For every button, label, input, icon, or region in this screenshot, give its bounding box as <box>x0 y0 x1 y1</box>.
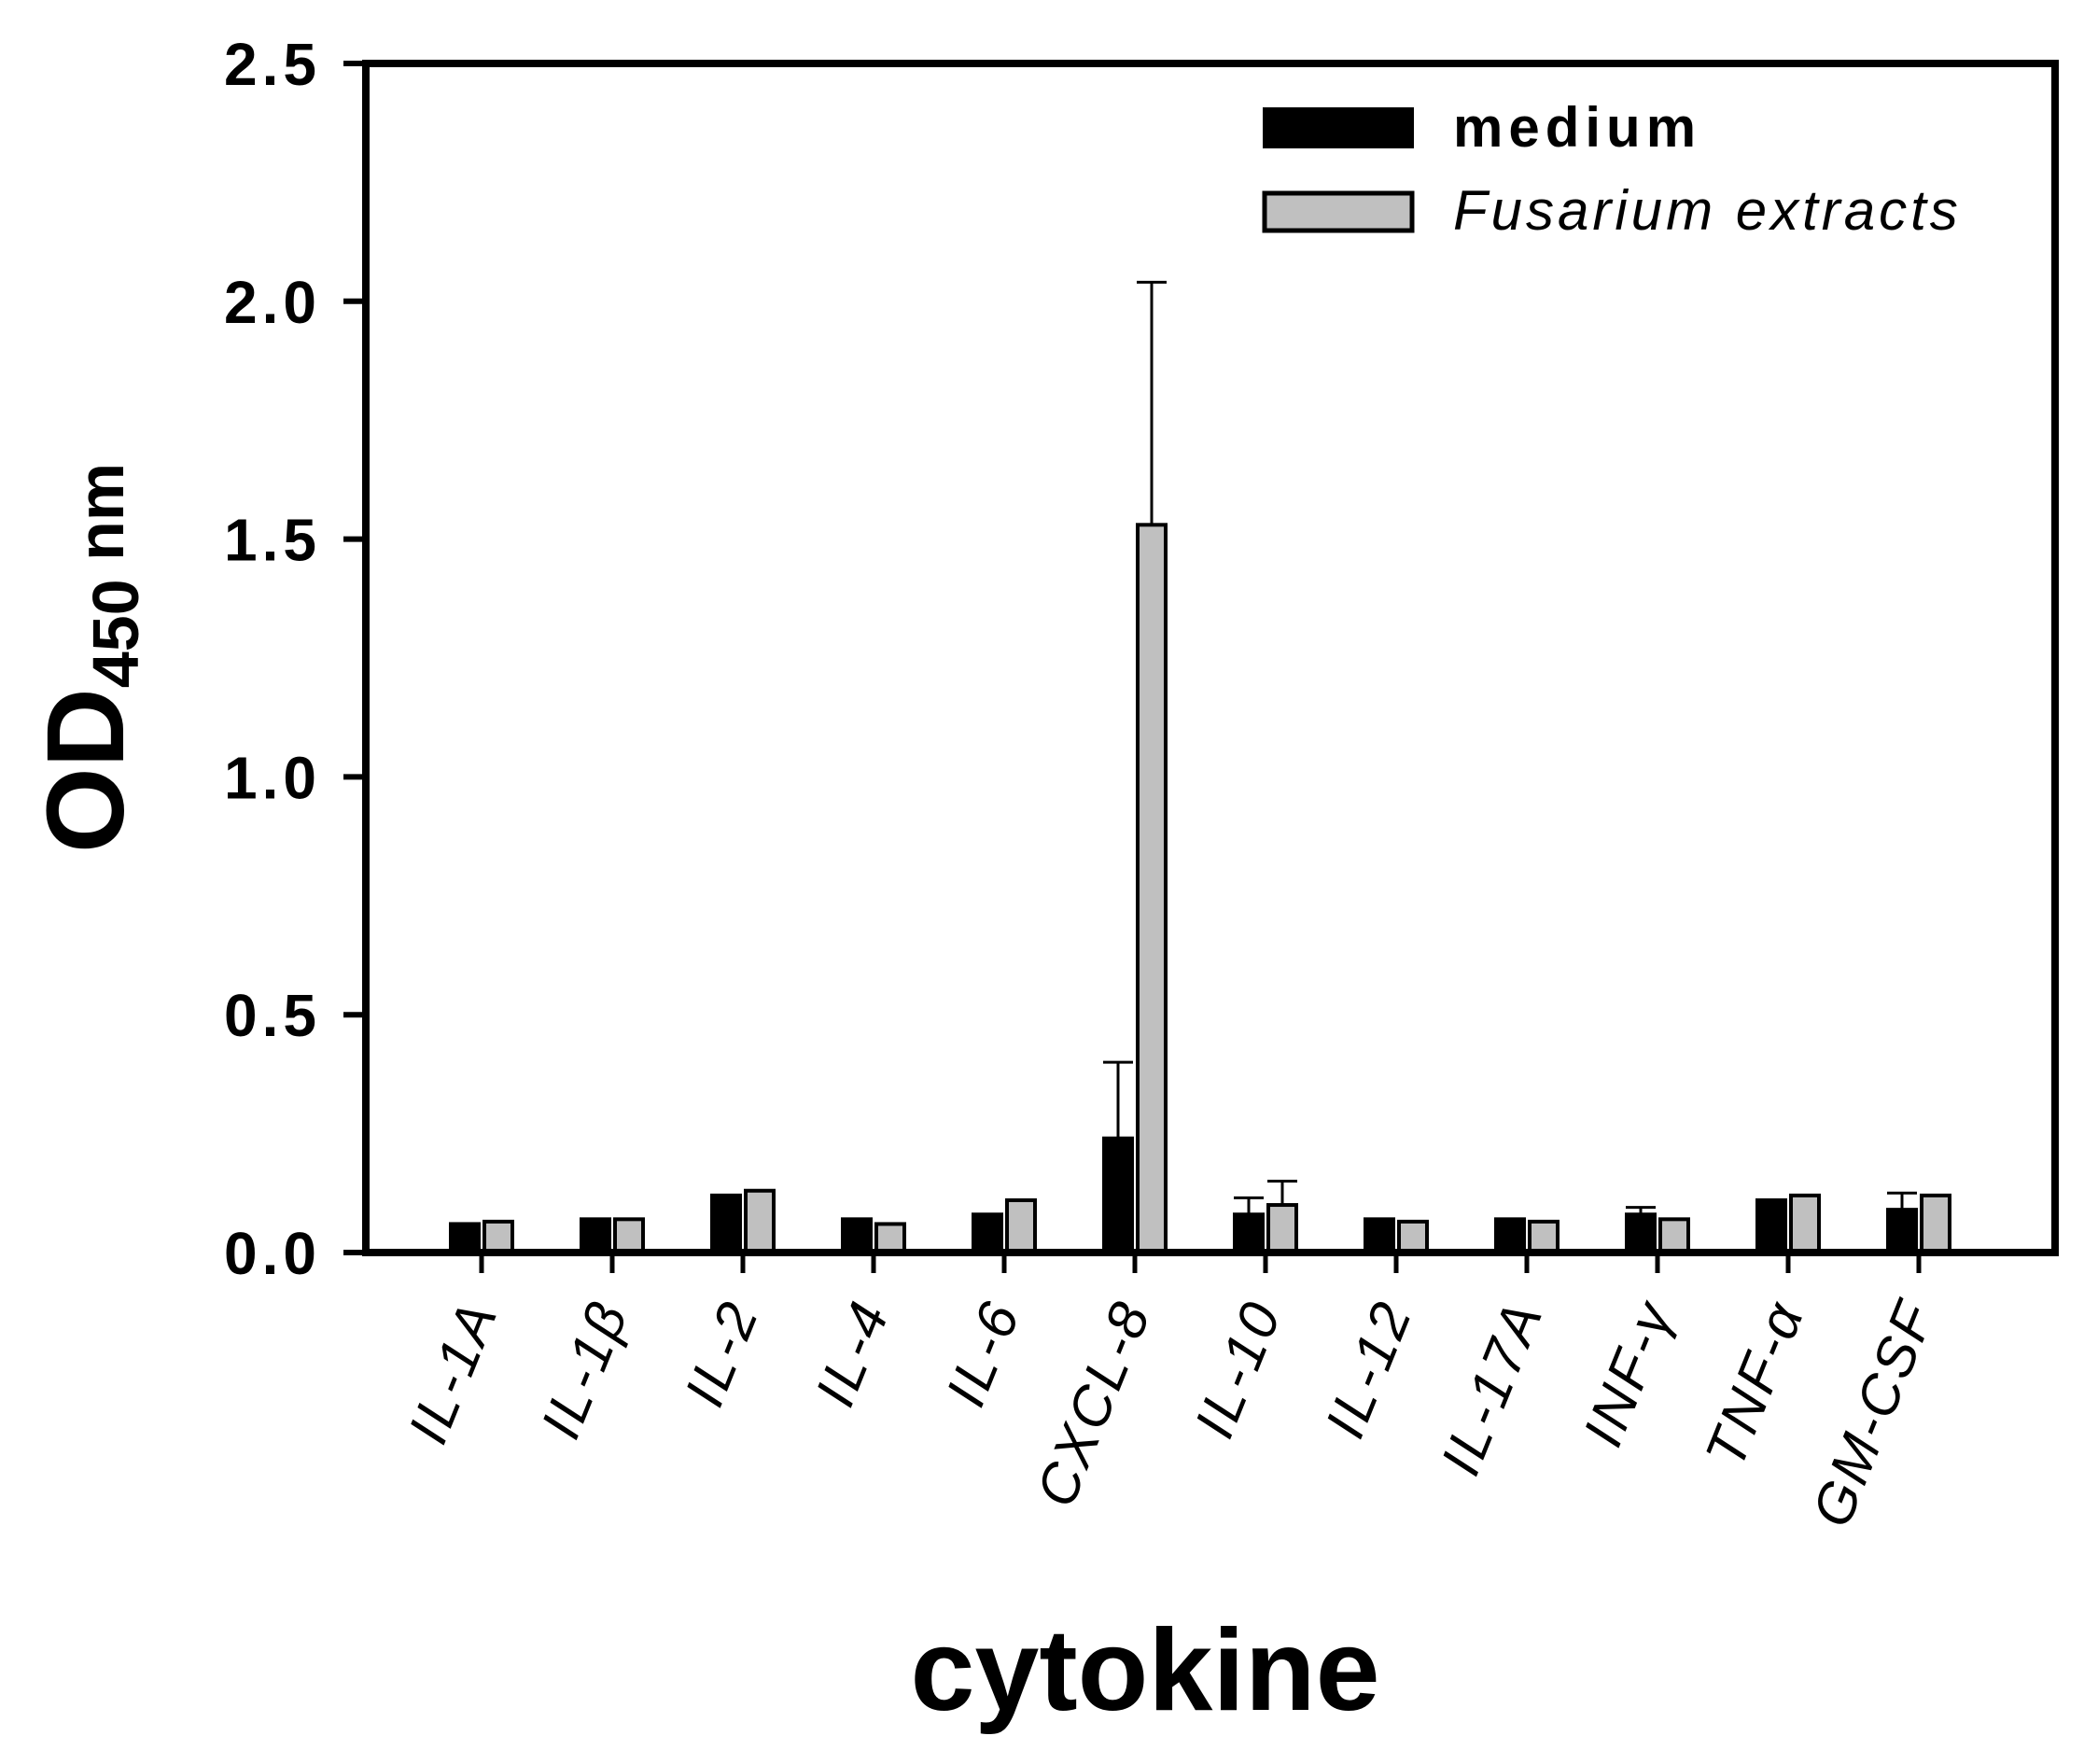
bar-fusarium <box>1528 1219 1560 1254</box>
x-tick-label: IL-10 <box>1182 1292 1294 1447</box>
x-tick-label: IL-12 <box>1313 1292 1424 1447</box>
x-tick-label: IL-1β <box>529 1292 640 1448</box>
y-tick-label: 0.5 <box>224 982 321 1049</box>
bar-fusarium <box>744 1188 776 1254</box>
legend-label-fusarium: Fusarium extracts <box>1453 179 1962 242</box>
x-tick-label: TNF-α <box>1693 1292 1816 1476</box>
bar-medium <box>1494 1217 1526 1255</box>
y-tick-label: 1.0 <box>224 744 321 811</box>
bar-medium <box>580 1217 611 1255</box>
bar-medium <box>841 1217 873 1255</box>
x-tick-label: INF-γ <box>1571 1292 1685 1455</box>
y-axis-title: OD450 nm <box>24 463 152 853</box>
bar-fusarium <box>874 1222 906 1254</box>
y-axis-title-subscript: 450 <box>79 579 152 688</box>
y-axis-title-unit: nm <box>64 463 137 579</box>
y-tick-label: 1.5 <box>224 507 321 574</box>
plot-frame <box>362 60 2059 1256</box>
legend-swatch-fusarium <box>1262 190 1415 233</box>
bar-fusarium <box>613 1217 645 1255</box>
legend-swatch-medium <box>1263 107 1414 148</box>
bar-fusarium <box>1920 1193 1951 1255</box>
x-tick-label: IL-1A <box>397 1292 510 1452</box>
bar-fusarium <box>1266 1203 1298 1255</box>
bar-fusarium <box>1005 1197 1037 1254</box>
y-axis: 0.0 0.5 1.0 1.5 2.0 2.5 <box>224 31 366 1287</box>
legend-label-medium: medium <box>1453 96 1701 159</box>
bar-medium <box>1625 1212 1657 1255</box>
y-tick-label: 2.5 <box>224 31 321 98</box>
bar-fusarium <box>1658 1217 1690 1255</box>
bar-medium <box>1364 1217 1395 1255</box>
y-tick-label: 2.0 <box>224 269 321 336</box>
bar-medium <box>1755 1197 1787 1254</box>
bar-fusarium <box>1136 523 1168 1254</box>
x-tick-label: IL-4 <box>804 1292 902 1415</box>
bar-fusarium <box>1397 1219 1429 1254</box>
bar-medium <box>1102 1136 1134 1255</box>
bar-medium <box>449 1222 481 1254</box>
x-tick-label: IL-2 <box>673 1292 771 1415</box>
error-bars-layer <box>1103 280 1917 1215</box>
legend: medium Fusarium extracts <box>1262 96 1962 242</box>
bar-medium <box>972 1212 1003 1255</box>
bar-fusarium <box>483 1219 514 1254</box>
y-tick-label: 0.0 <box>224 1220 321 1287</box>
x-axis-title: cytokine <box>910 1606 1379 1735</box>
bar-medium <box>1886 1208 1918 1254</box>
bar-fusarium <box>1789 1193 1821 1255</box>
x-tick-label: IL-17A <box>1429 1292 1555 1484</box>
y-axis-title-main: OD <box>24 688 147 853</box>
x-tick-label: CXCL-8 <box>1024 1292 1163 1516</box>
x-tick-label: GM-CSF <box>1800 1291 1948 1535</box>
x-tick-label: IL-6 <box>934 1292 1032 1415</box>
bar-medium <box>710 1193 742 1255</box>
bars-layer <box>449 523 1951 1255</box>
bar-medium <box>1233 1212 1265 1255</box>
